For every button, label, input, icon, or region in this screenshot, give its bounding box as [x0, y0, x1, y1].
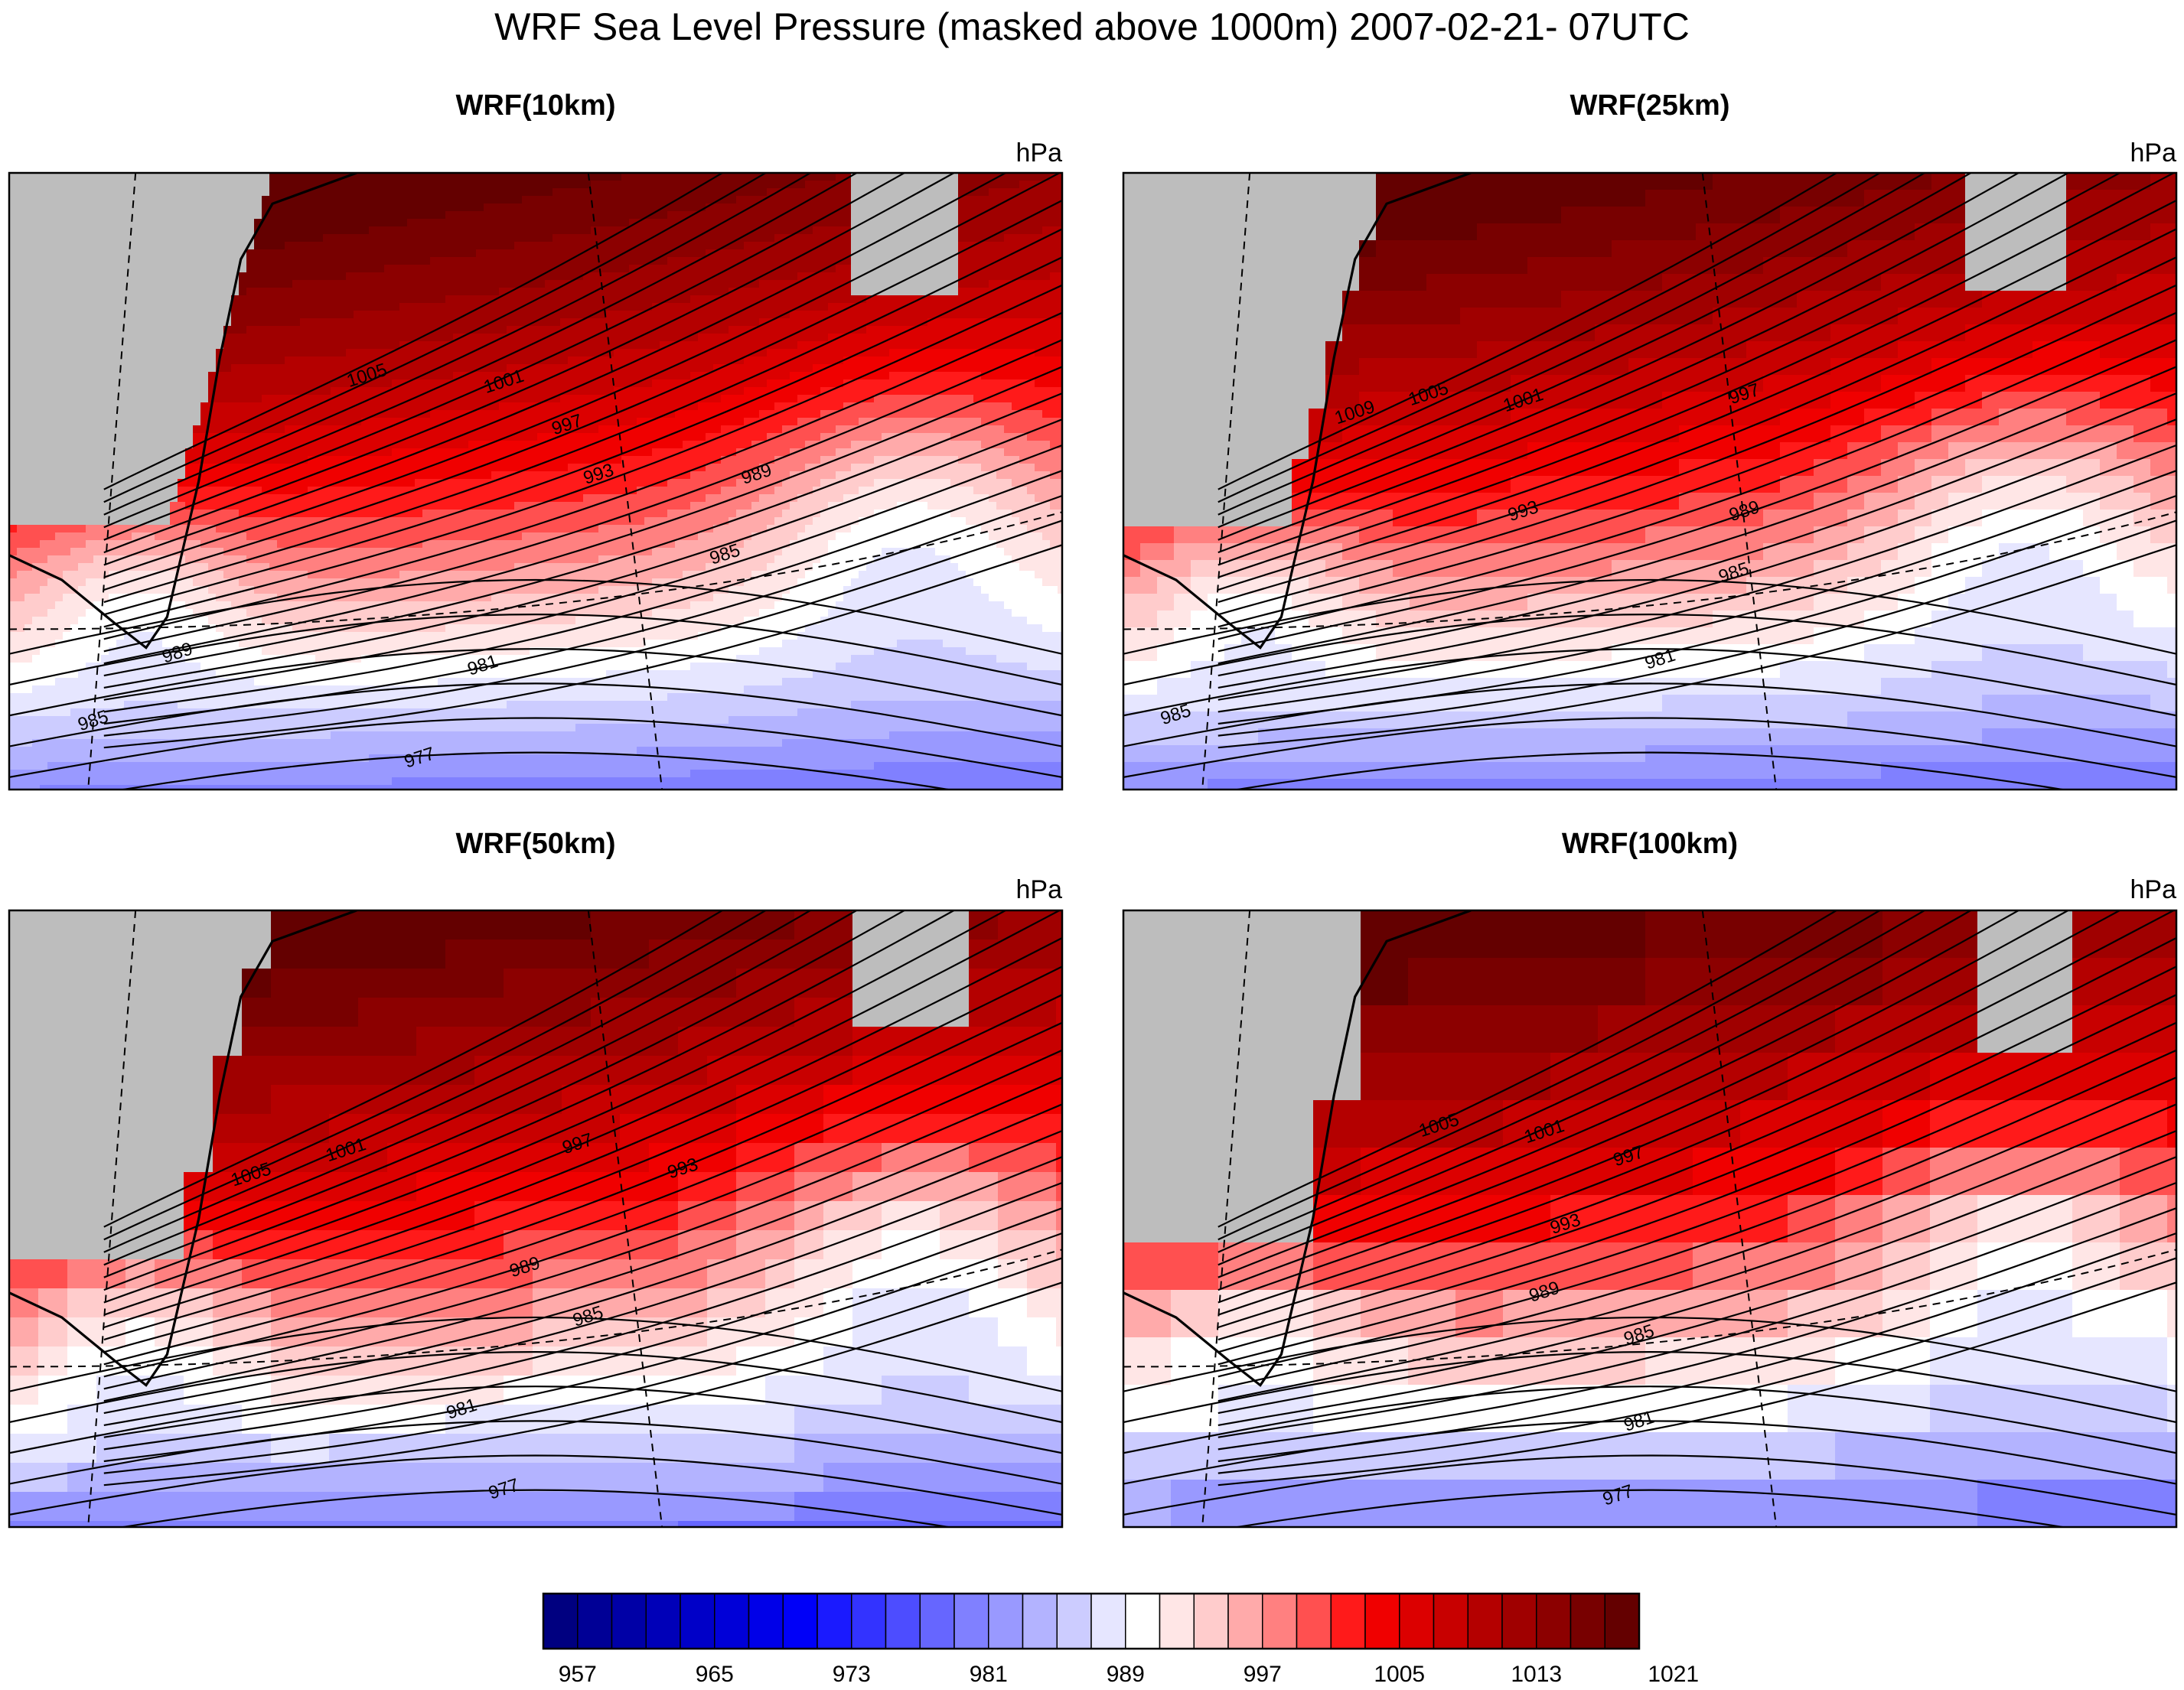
isobars	[9, 910, 1062, 1527]
colorbar-swatch	[851, 1593, 887, 1649]
colorbar-swatch	[1159, 1593, 1195, 1649]
colorbar-swatch	[1056, 1593, 1092, 1649]
unit-label-100km: hPa	[2130, 875, 2177, 904]
colorbar-swatch	[1364, 1593, 1400, 1649]
colorbar-swatch	[1090, 1593, 1126, 1649]
isobars	[1123, 910, 2176, 1527]
colorbar-swatch	[953, 1593, 989, 1649]
colorbar-swatch	[680, 1593, 716, 1649]
colorbar-swatch	[1262, 1593, 1298, 1649]
graticule	[1123, 173, 2176, 790]
colorbar-swatch	[1467, 1593, 1503, 1649]
colorbar-swatch	[1604, 1593, 1640, 1649]
colorbar-tick-label: 997	[1243, 1662, 1282, 1687]
colorbar-tick-label: 981	[969, 1662, 1008, 1687]
colorbar-swatch	[1296, 1593, 1332, 1649]
colorbar-swatch	[1193, 1593, 1229, 1649]
graticule	[1123, 910, 2176, 1527]
colorbar-swatch	[1501, 1593, 1537, 1649]
coastline	[1123, 173, 1472, 650]
panel-frame	[8, 909, 1064, 1529]
panel-frame	[1122, 171, 2178, 791]
coastline	[9, 173, 357, 650]
colorbar-swatch	[1125, 1593, 1161, 1649]
colorbar-tick-label: 965	[695, 1662, 734, 1687]
colorbar-swatch	[543, 1593, 579, 1649]
colorbar-swatch	[782, 1593, 818, 1649]
panel-title-50km: WRF(50km)	[455, 828, 616, 860]
colorbar-swatch	[748, 1593, 784, 1649]
colorbar-swatch	[611, 1593, 647, 1649]
colorbar-swatch	[885, 1593, 921, 1649]
graticule	[9, 173, 1062, 790]
colorbar-swatch	[1227, 1593, 1263, 1649]
panel-frame	[8, 171, 1064, 791]
unit-label-10km: hPa	[1015, 138, 1063, 168]
isobars	[9, 173, 1062, 790]
colorbar-swatch	[1433, 1593, 1468, 1649]
colorbar-tick-label: 1005	[1374, 1662, 1426, 1687]
graticule	[9, 910, 1062, 1527]
colorbar-tick-label: 989	[1106, 1662, 1145, 1687]
colorbar-swatch	[1022, 1593, 1058, 1649]
unit-label-50km: hPa	[1015, 875, 1063, 904]
colorbar-swatch	[1570, 1593, 1605, 1649]
colorbar-swatch	[645, 1593, 681, 1649]
colorbar-swatch	[577, 1593, 613, 1649]
colorbar-swatch	[988, 1593, 1024, 1649]
colorbar-swatch	[1399, 1593, 1435, 1649]
colorbar-tick-label: 1021	[1648, 1662, 1700, 1687]
colorbar-tick-label: 973	[832, 1662, 871, 1687]
isobars	[1123, 173, 2176, 790]
coastline	[9, 910, 357, 1387]
pressure-field	[9, 173, 1062, 790]
pressure-field	[1123, 910, 2176, 1527]
colorbar-swatch	[817, 1593, 852, 1649]
panel-title-100km: WRF(100km)	[1561, 828, 1739, 860]
panel-frame	[1122, 909, 2178, 1529]
panel-title-10km: WRF(10km)	[455, 90, 616, 122]
colorbar-tick-label: 1013	[1511, 1662, 1563, 1687]
colorbar-swatch	[1536, 1593, 1572, 1649]
coastline	[1123, 910, 1472, 1387]
colorbar-swatch	[714, 1593, 750, 1649]
unit-label-25km: hPa	[2130, 138, 2177, 168]
panel-title-25km: WRF(25km)	[1570, 90, 1730, 122]
colorbar-swatch	[919, 1593, 955, 1649]
figure-title: WRF Sea Level Pressure (masked above 100…	[494, 5, 1690, 48]
colorbar-swatch	[1330, 1593, 1366, 1649]
colorbar	[542, 1592, 1641, 1650]
colorbar-tick-label: 957	[558, 1662, 597, 1687]
